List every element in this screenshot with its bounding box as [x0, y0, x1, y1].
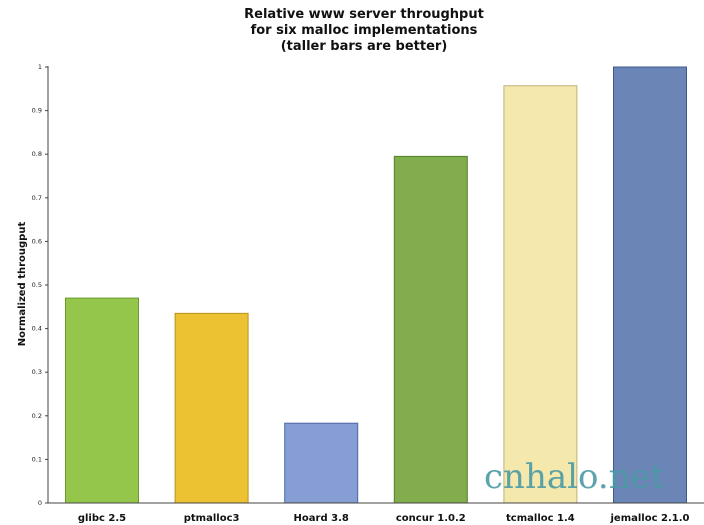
watermark-text: cnhalo.net: [484, 457, 665, 497]
x-category-label: tcmalloc 1.4: [506, 513, 575, 524]
chart-title-line-2: for six malloc implementations: [251, 23, 478, 38]
bar-ptmalloc3: [174, 312, 249, 504]
y-tick-label: 0.2: [32, 412, 42, 420]
bar-jemalloc-2-1-0: [613, 66, 687, 504]
x-axis-categories: glibc 2.5 ptmalloc3 Hoard 3.8 concur 1.0.2 t…: [78, 513, 690, 524]
bar-concur-1-0-2: [393, 155, 468, 504]
x-category-label: glibc 2.5: [78, 513, 126, 524]
x-category-label: Hoard 3.8: [294, 513, 349, 524]
y-tick-label: 0: [38, 499, 42, 507]
y-tick-label: 0.6: [32, 237, 42, 245]
y-tick-label: 0.9: [32, 107, 42, 115]
y-tick-label: 0.1: [32, 455, 42, 463]
x-category-label: ptmalloc3: [184, 513, 240, 524]
y-tick-label: 1: [38, 63, 42, 71]
chart-title-line-1: Relative www server throughput: [244, 7, 484, 22]
y-tick-label: 0.8: [32, 150, 42, 158]
bar-hoard-3-8: [284, 422, 359, 504]
y-tick-label: 0.3: [32, 368, 42, 376]
y-axis-ticks: 0 0.1 0.2 0.3 0.4 0.5 0.6 0.7 0.8 0.9 1: [32, 63, 48, 507]
y-tick-label: 0.5: [32, 281, 42, 289]
x-category-label: jemalloc 2.1.0: [610, 513, 690, 524]
bar-tcmalloc-1-4: [503, 85, 578, 504]
x-category-label: concur 1.0.2: [396, 513, 466, 524]
bars: [65, 66, 687, 504]
bar-glibc-2-5: [65, 297, 139, 504]
y-tick-label: 0.7: [32, 194, 42, 202]
chart-title-line-3: (taller bars are better): [281, 39, 448, 54]
y-axis-label: Normalized througput: [17, 222, 28, 347]
y-tick-label: 0.4: [32, 325, 42, 333]
